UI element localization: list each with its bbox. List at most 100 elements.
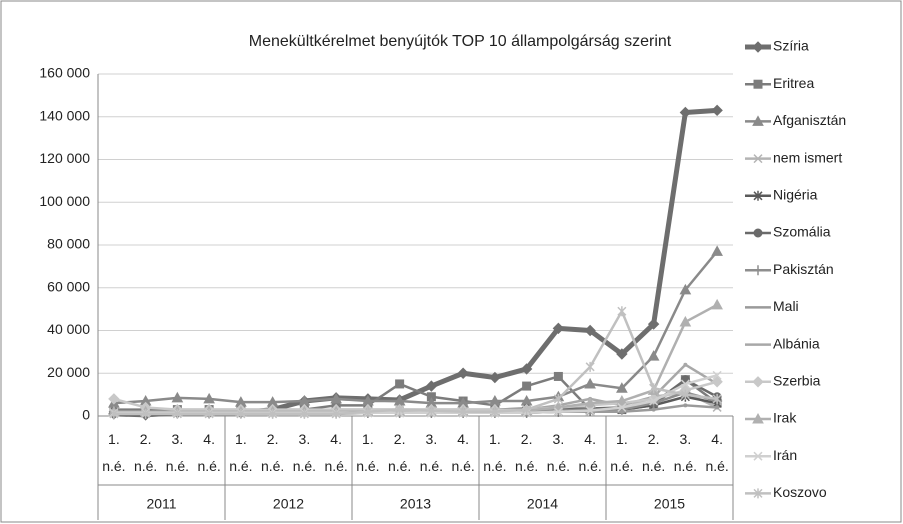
data-point (268, 408, 278, 419)
legend-label: Irak (773, 410, 797, 426)
x-tick-label: 3. n.é. (166, 431, 189, 474)
x-tick-label: 2. n.é. (515, 431, 538, 474)
data-point (647, 350, 660, 361)
data-point (204, 408, 214, 419)
data-point (617, 306, 627, 317)
y-tick-label: 60 000 (47, 278, 90, 294)
data-point (553, 407, 563, 417)
data-point (584, 397, 596, 408)
legend-label: Irán (773, 447, 797, 463)
y-tick-label: 100 000 (39, 193, 90, 209)
legend-marker (753, 451, 763, 461)
data-point (711, 376, 723, 388)
y-tick-label: 80 000 (47, 236, 90, 252)
data-point (683, 362, 688, 367)
data-point (651, 407, 656, 412)
data-point (649, 396, 659, 406)
x-tick-label: 1. n.é. (356, 431, 379, 474)
x-tick-label: 4. n.é. (705, 431, 728, 474)
data-point (712, 393, 722, 404)
x-tick-label: 1. n.é. (610, 431, 633, 474)
legend-label: Koszovo (773, 484, 827, 500)
data-point (108, 393, 120, 405)
data-point (426, 405, 436, 416)
data-point (680, 379, 690, 389)
data-point (236, 408, 246, 419)
data-point (585, 361, 595, 372)
data-point (331, 408, 341, 419)
data-point (553, 393, 563, 404)
year-label: 2015 (654, 496, 685, 512)
legend-marker (752, 412, 764, 424)
x-tick-label: 4. n.é. (578, 431, 601, 474)
x-tick-label: 3. n.é. (293, 431, 316, 474)
legend-label: Szerbia (773, 373, 821, 389)
legend-marker (753, 190, 763, 201)
x-tick-label: 1. n.é. (102, 431, 125, 474)
year-label: 2012 (273, 496, 304, 512)
data-point (683, 403, 688, 408)
data-point (584, 324, 596, 337)
legend-label: Nigéria (773, 187, 818, 203)
legend-label: Pakisztán (773, 261, 834, 277)
series-line (113, 310, 718, 416)
data-point (712, 370, 722, 380)
legend-marker (753, 265, 763, 276)
y-tick-label: 160 000 (39, 65, 90, 81)
data-point (647, 318, 660, 330)
x-tick-label: 4. n.é. (451, 431, 474, 474)
y-tick-label: 20 000 (47, 364, 90, 380)
data-point (522, 404, 532, 415)
data-point (616, 382, 628, 393)
data-point (619, 409, 624, 414)
data-point (171, 391, 184, 403)
legend-marker (752, 376, 764, 388)
x-tick-label: 3. n.é. (547, 431, 570, 474)
data-point (715, 405, 720, 410)
data-point (585, 406, 595, 416)
legend-marker (753, 154, 763, 164)
legend-marker (753, 228, 763, 238)
data-point (489, 371, 501, 384)
legend-label: Szíria (773, 38, 809, 54)
data-point (522, 381, 532, 391)
data-point (553, 371, 563, 381)
x-tick-label: 1. n.é. (483, 431, 506, 474)
data-point (425, 380, 438, 392)
data-point (679, 106, 692, 119)
data-point (395, 404, 405, 415)
year-label: 2013 (400, 496, 431, 512)
data-point (679, 315, 692, 327)
data-point (490, 406, 500, 417)
x-tick-label: 4. n.é. (197, 431, 220, 474)
data-point (649, 383, 659, 394)
data-point (363, 406, 373, 417)
data-point (679, 283, 692, 295)
legend-label: nem ismert (773, 149, 842, 165)
y-tick-label: 40 000 (47, 321, 90, 337)
legend-marker (753, 79, 763, 89)
data-point (109, 408, 119, 419)
data-point (330, 392, 342, 404)
series-line (113, 250, 719, 405)
data-point (520, 363, 533, 375)
data-point (680, 389, 690, 400)
data-point (172, 408, 182, 419)
x-tick-label: 3. n.é. (674, 431, 697, 474)
year-label: 2014 (527, 496, 558, 512)
y-tick-label: 120 000 (39, 150, 90, 166)
year-label: 2011 (146, 496, 176, 512)
x-tick-label: 2. n.é. (642, 431, 665, 474)
data-point (584, 377, 596, 389)
x-tick-label: 2. n.é. (134, 431, 157, 474)
legend-label: Eritrea (773, 75, 814, 91)
y-tick-label: 0 (82, 407, 90, 423)
data-point (552, 322, 565, 335)
x-tick-label: 1. n.é. (229, 431, 252, 474)
x-tick-label: 3. n.é. (420, 431, 443, 474)
data-point (711, 245, 723, 256)
x-tick-label: 2. n.é. (261, 431, 284, 474)
data-point (203, 392, 215, 404)
